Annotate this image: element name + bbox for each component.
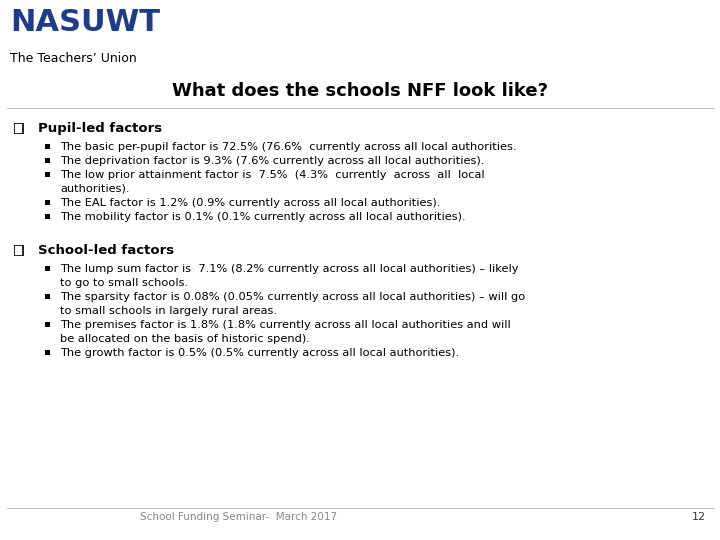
Text: The growth factor is 0.5% (0.5% currently across all local authorities).: The growth factor is 0.5% (0.5% currentl… bbox=[60, 348, 459, 358]
Text: School-led factors: School-led factors bbox=[38, 244, 174, 257]
Text: The low prior attainment factor is  7.5%  (4.3%  currently  across  all  local: The low prior attainment factor is 7.5% … bbox=[60, 170, 485, 180]
Text: The sparsity factor is 0.08% (0.05% currently across all local authorities) – wi: The sparsity factor is 0.08% (0.05% curr… bbox=[60, 292, 526, 302]
Bar bbox=[45, 200, 50, 205]
Text: The Teachers’ Union: The Teachers’ Union bbox=[10, 52, 137, 65]
Text: to small schools in largely rural areas.: to small schools in largely rural areas. bbox=[60, 306, 277, 316]
Bar bbox=[45, 144, 50, 149]
Bar bbox=[45, 214, 50, 219]
Text: authorities).: authorities). bbox=[60, 184, 130, 194]
Bar bbox=[45, 158, 50, 163]
Text: The premises factor is 1.8% (1.8% currently across all local authorities and wil: The premises factor is 1.8% (1.8% curren… bbox=[60, 320, 510, 330]
Bar bbox=[45, 294, 50, 299]
Text: The mobility factor is 0.1% (0.1% currently across all local authorities).: The mobility factor is 0.1% (0.1% curren… bbox=[60, 212, 466, 222]
Bar bbox=[45, 266, 50, 271]
Bar bbox=[45, 350, 50, 355]
Text: 12: 12 bbox=[692, 512, 706, 522]
Bar bbox=[45, 322, 50, 327]
Text: School Funding Seminar-  March 2017: School Funding Seminar- March 2017 bbox=[140, 512, 337, 522]
Text: Pupil-led factors: Pupil-led factors bbox=[38, 122, 162, 135]
Text: NASUWT: NASUWT bbox=[10, 8, 160, 37]
Bar bbox=[45, 172, 50, 177]
Text: to go to small schools.: to go to small schools. bbox=[60, 278, 188, 288]
Text: What does the schools NFF look like?: What does the schools NFF look like? bbox=[172, 82, 548, 100]
Text: The lump sum factor is  7.1% (8.2% currently across all local authorities) – lik: The lump sum factor is 7.1% (8.2% curren… bbox=[60, 264, 518, 274]
Text: The basic per-pupil factor is 72.5% (76.6%  currently across all local authoriti: The basic per-pupil factor is 72.5% (76.… bbox=[60, 142, 516, 152]
Text: be allocated on the basis of historic spend).: be allocated on the basis of historic sp… bbox=[60, 334, 310, 344]
Text: The deprivation factor is 9.3% (7.6% currently across all local authorities).: The deprivation factor is 9.3% (7.6% cur… bbox=[60, 156, 485, 166]
Text: The EAL factor is 1.2% (0.9% currently across all local authorities).: The EAL factor is 1.2% (0.9% currently a… bbox=[60, 198, 441, 208]
